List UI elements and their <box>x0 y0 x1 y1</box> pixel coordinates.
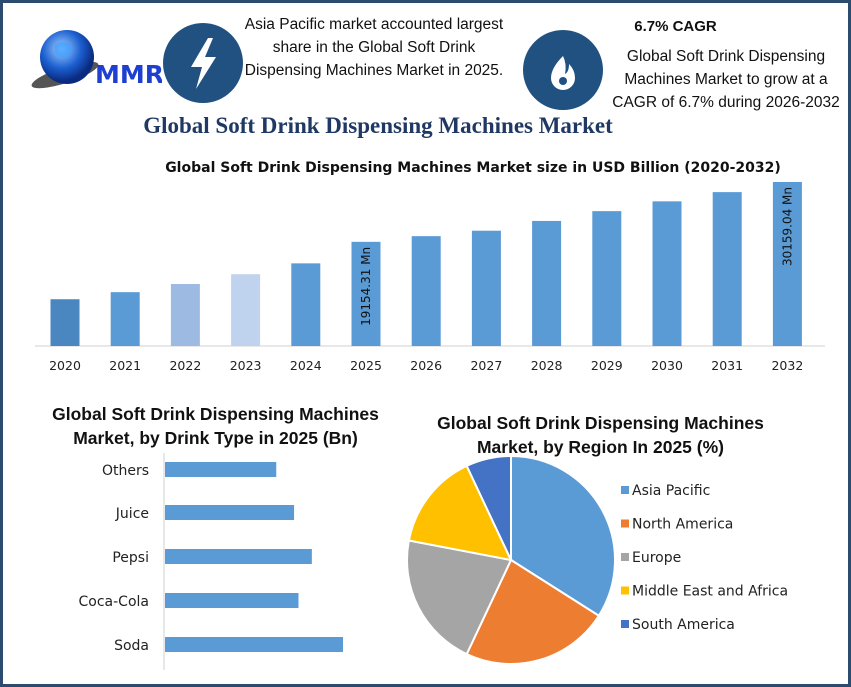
flame-icon <box>551 56 575 90</box>
bar-juice <box>165 505 295 520</box>
x-tick-label: 2028 <box>531 358 563 373</box>
lightning-icon <box>191 38 216 89</box>
legend-label: Europe <box>632 550 681 566</box>
bar-others <box>165 462 277 477</box>
legend-swatch <box>621 519 629 528</box>
legend-label: Asia Pacific <box>632 483 710 499</box>
bar-coca-cola <box>165 593 299 608</box>
lightning-badge <box>163 23 243 103</box>
bar-2031 <box>712 192 742 346</box>
data-label: 19154.31 Mn <box>359 247 373 326</box>
drink-type-chart-title: Global Soft Drink Dispensing Machines Ma… <box>52 404 379 448</box>
bar-2025 <box>351 241 381 346</box>
slice-middle-east-and-africa <box>407 464 513 562</box>
bar-2026 <box>411 236 441 346</box>
legend-swatch <box>621 553 629 561</box>
x-tick-label: 2026 <box>410 358 442 373</box>
bar-soda <box>165 637 343 652</box>
x-tick-label: 2022 <box>169 358 201 373</box>
category-label: Juice <box>115 506 149 522</box>
cagr-heading: 6.7% CAGR <box>634 18 717 35</box>
legend-label: Middle East and Africa <box>632 584 788 600</box>
legend-swatch <box>621 586 629 595</box>
x-tick-label: 2029 <box>591 358 623 373</box>
legend-swatch <box>621 486 629 494</box>
legend-label: North America <box>632 517 733 533</box>
x-tick-label: 2030 <box>651 358 683 373</box>
x-tick-label: 2023 <box>230 358 262 373</box>
market-size-chart: 2020 2021 2022 2023 2024 2025 19154.31 Mn 2026 2… <box>35 182 825 373</box>
data-label: 30159.04 Mn <box>780 187 794 266</box>
x-tick-label: 2027 <box>470 358 502 373</box>
highlight-cagr: Global Soft Drink Dispensing Machines Ma… <box>612 48 840 111</box>
category-label: Pepsi <box>112 550 149 566</box>
bar-2032 <box>772 182 802 346</box>
category-label: Coca-Cola <box>79 594 149 610</box>
bar-2027 <box>471 230 501 346</box>
highlight-asia-pacific: Asia Pacific market accounted largest sh… <box>244 16 504 79</box>
category-label: Others <box>102 463 149 479</box>
x-tick-label: 2024 <box>290 358 322 373</box>
bar-2028 <box>532 220 562 346</box>
x-tick-label: 2020 <box>49 358 81 373</box>
bar-2029 <box>592 211 622 346</box>
main-title: Global Soft Drink Dispensing Machines Ma… <box>143 113 613 138</box>
bar-2023 <box>231 274 261 346</box>
globe-icon: MMR <box>31 30 164 89</box>
region-chart: Asia Pacific North America Europe Middle Ea… <box>406 454 788 665</box>
legend-swatch <box>621 620 629 628</box>
bar-2024 <box>291 263 321 346</box>
bar-2021 <box>110 292 140 346</box>
x-tick-label: 2021 <box>109 358 141 373</box>
mmr-logo: MMR <box>17 23 164 93</box>
slice-south-america <box>465 454 512 561</box>
bar-2022 <box>170 284 200 346</box>
bar-2030 <box>652 201 682 346</box>
market-size-chart-title: Global Soft Drink Dispensing Machines Ma… <box>165 160 781 176</box>
drink-type-chart: Others Juice Pepsi Coca-Cola Soda <box>79 453 343 670</box>
region-chart-title: Global Soft Drink Dispensing Machines Ma… <box>437 413 764 457</box>
slice-europe <box>406 539 513 656</box>
bar-pepsi <box>165 549 312 564</box>
category-label: Soda <box>114 638 149 654</box>
x-tick-label: 2032 <box>771 358 803 373</box>
legend-label: South America <box>632 617 735 633</box>
bar-2020 <box>50 299 80 346</box>
svg-text:MMR: MMR <box>95 60 162 89</box>
flame-badge <box>523 30 603 110</box>
x-tick-label: 2025 <box>350 358 382 373</box>
x-tick-label: 2031 <box>711 358 743 373</box>
